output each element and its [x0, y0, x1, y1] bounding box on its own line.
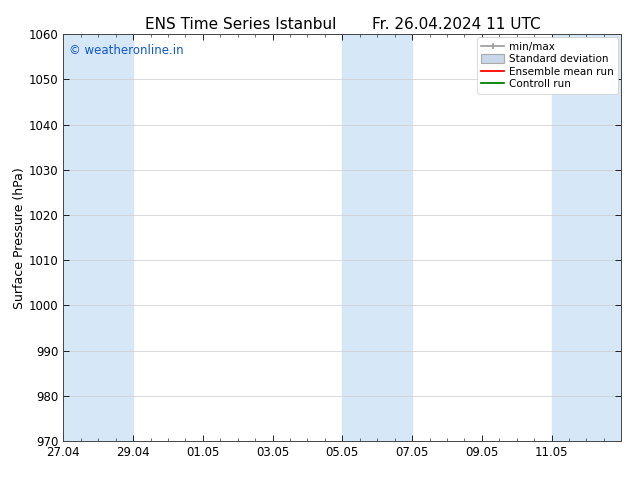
Text: Fr. 26.04.2024 11 UTC: Fr. 26.04.2024 11 UTC — [372, 17, 541, 32]
Bar — [63, 34, 133, 441]
Text: ENS Time Series Istanbul: ENS Time Series Istanbul — [145, 17, 337, 32]
Y-axis label: Surface Pressure (hPa): Surface Pressure (hPa) — [13, 167, 26, 309]
Legend: min/max, Standard deviation, Ensemble mean run, Controll run: min/max, Standard deviation, Ensemble me… — [477, 37, 618, 94]
Text: © weatheronline.in: © weatheronline.in — [69, 45, 184, 57]
Bar — [552, 34, 621, 441]
Bar — [342, 34, 412, 441]
